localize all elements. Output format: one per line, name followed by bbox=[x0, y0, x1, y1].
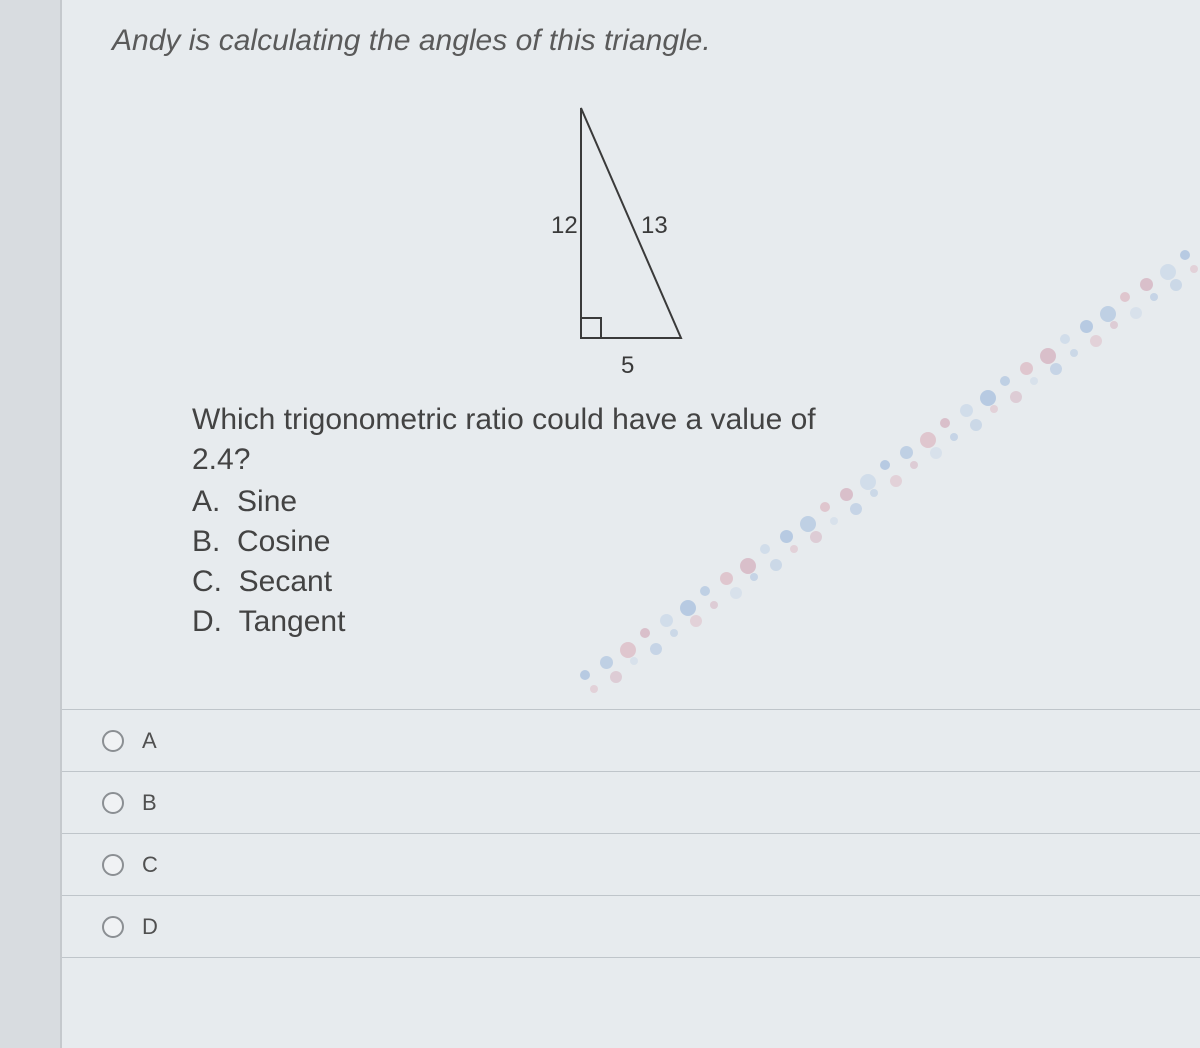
answer-options: A B C D bbox=[62, 709, 1200, 958]
question-body: Which trigonometric ratio could have a v… bbox=[62, 403, 1200, 639]
radio-icon[interactable] bbox=[102, 854, 124, 876]
choice-a: A. Sine bbox=[192, 485, 1200, 519]
choice-b: B. Cosine bbox=[192, 525, 1200, 559]
radio-icon[interactable] bbox=[102, 792, 124, 814]
radio-icon[interactable] bbox=[102, 916, 124, 938]
answer-label: A bbox=[142, 728, 157, 754]
answer-option-d[interactable]: D bbox=[62, 896, 1200, 958]
svg-text:13: 13 bbox=[641, 212, 668, 239]
prompt-line-1: Which trigonometric ratio could have a v… bbox=[192, 403, 1200, 437]
answer-label: C bbox=[142, 852, 158, 878]
prompt-line-2: 2.4? bbox=[192, 443, 1200, 477]
choice-c: C. Secant bbox=[192, 565, 1200, 599]
question-card: Andy is calculating the angles of this t… bbox=[60, 0, 1200, 1048]
svg-text:5: 5 bbox=[621, 352, 634, 379]
answer-option-c[interactable]: C bbox=[62, 834, 1200, 896]
triangle-diagram: 12 13 5 bbox=[62, 98, 1200, 393]
answer-label: B bbox=[142, 790, 157, 816]
answer-option-a[interactable]: A bbox=[62, 710, 1200, 772]
triangle-svg: 12 13 5 bbox=[521, 98, 741, 388]
answer-label: D bbox=[142, 914, 158, 940]
choice-d: D. Tangent bbox=[192, 605, 1200, 639]
question-intro: Andy is calculating the angles of this t… bbox=[62, 0, 1200, 58]
answer-option-b[interactable]: B bbox=[62, 772, 1200, 834]
svg-text:12: 12 bbox=[551, 212, 578, 239]
choices-list: A. Sine B. Cosine C. Secant D. Tangent bbox=[192, 485, 1200, 639]
radio-icon[interactable] bbox=[102, 730, 124, 752]
